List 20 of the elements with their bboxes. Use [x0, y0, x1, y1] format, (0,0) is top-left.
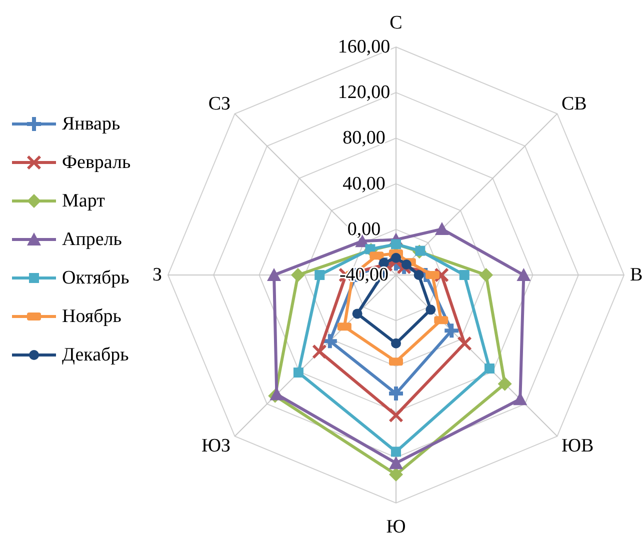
- y-tick-label: 120,00: [338, 82, 390, 104]
- spoke-label: В: [630, 264, 642, 286]
- y-tick-label: 40,00: [342, 173, 386, 194]
- spoke-label: С: [390, 12, 402, 34]
- legend-label: Февраль: [62, 152, 131, 173]
- y-tick-label: 0,00: [347, 218, 381, 240]
- legend-label: Апрель: [62, 229, 122, 250]
- spoke-label: Ю: [386, 516, 406, 538]
- y-tick-label: 160,00: [338, 36, 390, 58]
- legend-label: Октябрь: [62, 268, 130, 288]
- y-tick-label: 80,00: [342, 128, 386, 149]
- legend-label: Январь: [62, 114, 120, 134]
- spoke-label: ЮВ: [561, 436, 594, 457]
- spoke-label: СВ: [561, 93, 587, 114]
- spoke-label: СЗ: [208, 93, 231, 114]
- legend-label: Ноябрь: [62, 306, 122, 327]
- legend-label: Март: [62, 190, 106, 212]
- legend-label: Декабрь: [62, 344, 130, 366]
- spoke-label: З: [152, 264, 162, 286]
- spoke-label: ЮЗ: [201, 436, 231, 457]
